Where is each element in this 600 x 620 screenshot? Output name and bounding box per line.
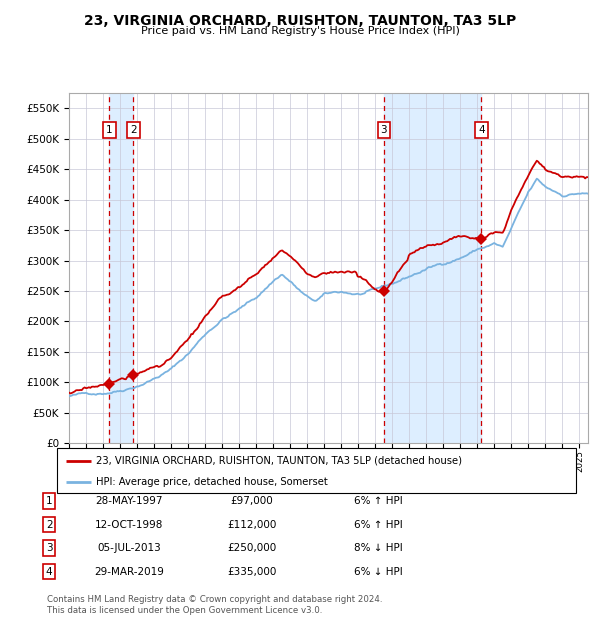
FancyBboxPatch shape	[57, 448, 576, 493]
Text: 6% ↑ HPI: 6% ↑ HPI	[353, 520, 403, 529]
Text: 2: 2	[130, 125, 137, 135]
Text: £335,000: £335,000	[227, 567, 277, 577]
Text: 8% ↓ HPI: 8% ↓ HPI	[353, 543, 403, 553]
Text: 23, VIRGINIA ORCHARD, RUISHTON, TAUNTON, TA3 5LP (detached house): 23, VIRGINIA ORCHARD, RUISHTON, TAUNTON,…	[96, 456, 462, 466]
Text: 29-MAR-2019: 29-MAR-2019	[94, 567, 164, 577]
Text: Contains HM Land Registry data © Crown copyright and database right 2024.
This d: Contains HM Land Registry data © Crown c…	[47, 595, 382, 614]
Text: 6% ↑ HPI: 6% ↑ HPI	[353, 496, 403, 506]
Text: 1: 1	[46, 496, 53, 506]
Text: 3: 3	[380, 125, 387, 135]
Text: £112,000: £112,000	[227, 520, 277, 529]
Text: £97,000: £97,000	[230, 496, 274, 506]
Text: 23, VIRGINIA ORCHARD, RUISHTON, TAUNTON, TA3 5LP: 23, VIRGINIA ORCHARD, RUISHTON, TAUNTON,…	[84, 14, 516, 28]
Text: 05-JUL-2013: 05-JUL-2013	[97, 543, 161, 553]
Text: 4: 4	[478, 125, 485, 135]
Text: 3: 3	[46, 543, 53, 553]
Bar	[384, 93, 481, 443]
Text: 2: 2	[46, 520, 53, 529]
Text: 12-OCT-1998: 12-OCT-1998	[95, 520, 163, 529]
Text: 1: 1	[106, 125, 113, 135]
Text: 6% ↓ HPI: 6% ↓ HPI	[353, 567, 403, 577]
Text: Price paid vs. HM Land Registry's House Price Index (HPI): Price paid vs. HM Land Registry's House …	[140, 26, 460, 36]
Text: £250,000: £250,000	[227, 543, 277, 553]
Text: HPI: Average price, detached house, Somerset: HPI: Average price, detached house, Some…	[96, 477, 328, 487]
Text: 28-MAY-1997: 28-MAY-1997	[95, 496, 163, 506]
Bar	[109, 93, 133, 443]
Text: 4: 4	[46, 567, 53, 577]
